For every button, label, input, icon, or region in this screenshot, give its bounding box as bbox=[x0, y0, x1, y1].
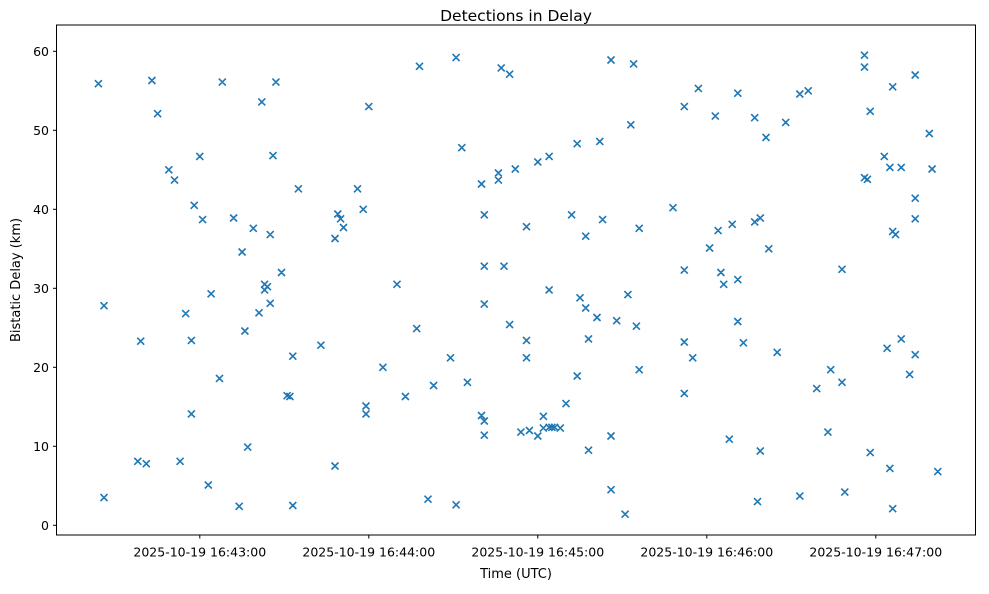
plot-area bbox=[56, 25, 976, 535]
y-tick-label: 20 bbox=[33, 360, 49, 375]
axes-spines bbox=[56, 24, 976, 536]
y-tick-label: 40 bbox=[33, 202, 49, 217]
y-tick-label: 30 bbox=[33, 281, 49, 296]
y-axis-label: Bistatic Delay (km) bbox=[9, 218, 24, 342]
x-tick-label: 2025-10-19 16:43:00 bbox=[133, 545, 266, 560]
x-tick-label: 2025-10-19 16:44:00 bbox=[302, 545, 435, 560]
scatter-points bbox=[94, 51, 942, 519]
x-tick-label: 2025-10-19 16:47:00 bbox=[809, 545, 942, 560]
x-tick-label: 2025-10-19 16:46:00 bbox=[640, 545, 773, 560]
x-axis-label: Time (UTC) bbox=[479, 567, 552, 582]
y-tick-label: 60 bbox=[33, 44, 49, 59]
ticks-group: 2025-10-19 16:43:00 2025-10-19 16:44:00 20… bbox=[33, 44, 942, 560]
y-tick-label: 0 bbox=[41, 518, 49, 533]
chart-title: Detections in Delay bbox=[440, 7, 592, 25]
scatter-points-group bbox=[94, 51, 942, 519]
y-tick-label: 50 bbox=[33, 123, 49, 138]
y-tick-label: 10 bbox=[33, 439, 49, 454]
x-tick-label: 2025-10-19 16:45:00 bbox=[471, 545, 604, 560]
